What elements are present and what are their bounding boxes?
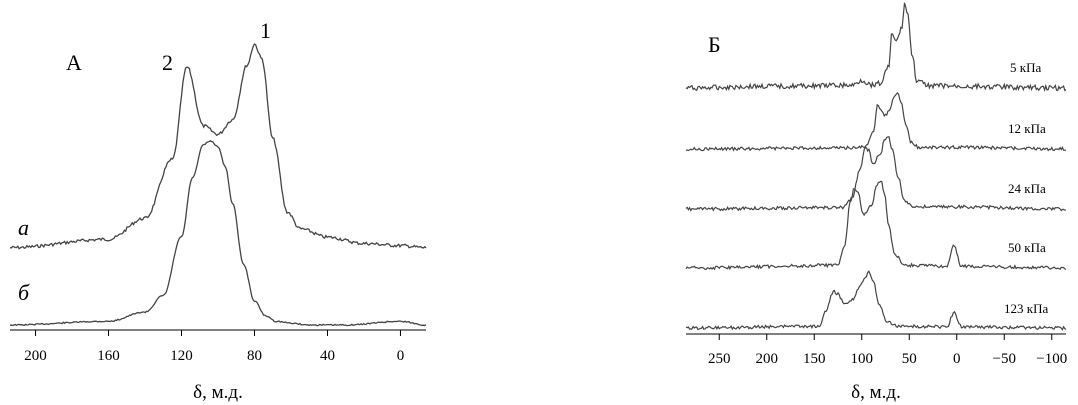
x-tick-label-a: 40 bbox=[320, 348, 335, 364]
x-tick-label-b: 250 bbox=[708, 351, 731, 367]
curve-b-label: б bbox=[18, 280, 30, 305]
spectrum-b-line bbox=[9, 140, 427, 327]
spectrum-5kpa-line bbox=[685, 2, 1067, 93]
x-ticks-b: 250 200 150 100 50 0 −50 −100 bbox=[708, 334, 1067, 367]
panel-b: Б 5 кПа 12 кПа 24 кПа 50 кПа 123 кПа 250… bbox=[685, 2, 1067, 403]
panel-a: А 1 2 а б 200 160 120 80 40 0 δ, м.д. bbox=[9, 18, 427, 403]
pressure-label-12: 12 кПа bbox=[1008, 121, 1046, 136]
x-tick-label-a: 200 bbox=[24, 348, 47, 364]
x-tick-label-a: 160 bbox=[97, 348, 120, 364]
x-tick-label-b: 100 bbox=[851, 351, 874, 367]
pressure-label-24: 24 кПа bbox=[1008, 181, 1046, 196]
panel-b-label: Б bbox=[708, 32, 721, 57]
spectrum-123kpa-line bbox=[685, 270, 1067, 331]
peak-label-1: 1 bbox=[260, 18, 271, 43]
curve-a-label: а bbox=[18, 215, 29, 240]
spectrum-a-line bbox=[9, 43, 427, 250]
x-ticks-a: 200 160 120 80 40 0 bbox=[24, 330, 404, 364]
x-tick-label-a: 0 bbox=[397, 348, 405, 364]
x-tick-label-b: 50 bbox=[902, 351, 917, 367]
spectrum-24kpa-line bbox=[685, 136, 1067, 212]
x-axis-title-b: δ, м.д. bbox=[851, 382, 901, 403]
spectrum-50kpa-line bbox=[685, 180, 1067, 271]
x-axis-title-a: δ, м.д. bbox=[193, 382, 243, 403]
panel-a-label: А bbox=[66, 50, 82, 75]
peak-label-2: 2 bbox=[162, 50, 173, 75]
spectrum-12kpa-line bbox=[685, 91, 1067, 152]
x-tick-label-b: −50 bbox=[993, 351, 1016, 367]
x-tick-label-a: 120 bbox=[170, 348, 193, 364]
x-tick-label-b: −100 bbox=[1036, 351, 1067, 367]
pressure-label-123: 123 кПа bbox=[1004, 301, 1048, 316]
pressure-label-50: 50 кПа bbox=[1008, 240, 1046, 255]
x-tick-label-b: 150 bbox=[803, 351, 826, 367]
x-tick-label-b: 200 bbox=[756, 351, 779, 367]
pressure-label-5: 5 кПа bbox=[1010, 60, 1041, 75]
x-tick-label-b: 0 bbox=[953, 351, 961, 367]
x-tick-label-a: 80 bbox=[247, 348, 262, 364]
